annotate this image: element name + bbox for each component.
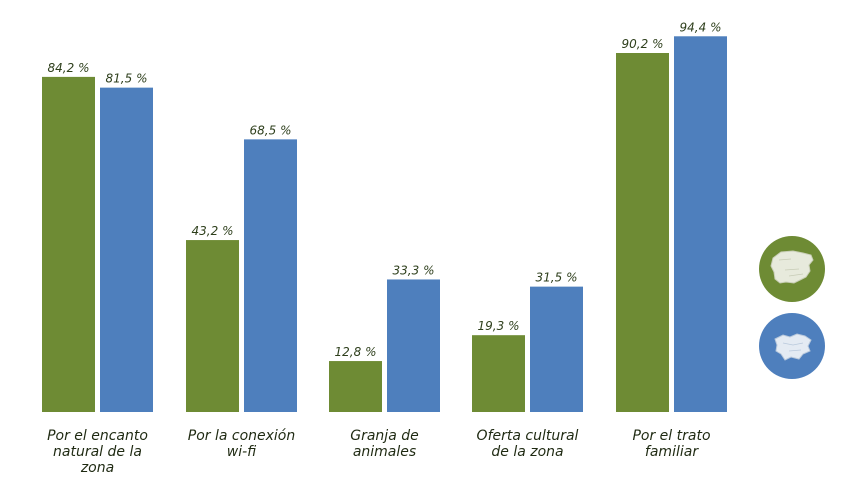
category-label-line: animales — [353, 444, 416, 460]
data-label: 94,4 % — [680, 20, 722, 34]
category-label-line: Por el trato — [632, 428, 710, 444]
bar-green-1 — [42, 76, 95, 412]
category-label-line: Por el encanto — [47, 428, 148, 444]
bar-blue-2 — [244, 139, 297, 412]
bar-blue-4 — [530, 286, 583, 412]
category-label: Por el trato familiar — [632, 428, 710, 460]
bar-green-3 — [329, 361, 382, 412]
category-label-line: de la zona — [491, 444, 563, 460]
data-label: 84,2 % — [48, 61, 90, 75]
bar-blue-3 — [387, 279, 440, 412]
data-label: 90,2 % — [622, 37, 664, 51]
data-label: 43,2 % — [192, 224, 234, 238]
category-label-line: Por la conexión — [188, 428, 296, 444]
category-label: Oferta cultural de la zona — [477, 428, 579, 460]
data-label: 19,3 % — [478, 319, 520, 333]
data-label: 31,5 % — [536, 271, 578, 285]
basque-country-map-icon — [774, 333, 812, 361]
data-label: 81,5 % — [106, 72, 148, 86]
bar-green-2 — [186, 240, 239, 412]
bar-blue-5 — [674, 36, 727, 413]
legend-basque-map — [759, 313, 825, 379]
category-label: Por la conexión wi-fi — [188, 428, 296, 460]
category-label: Granja de animales — [350, 428, 418, 460]
bar-green-5 — [616, 53, 669, 413]
category-label: Por el encanto natural de la zona — [47, 428, 148, 476]
spain-map-icon — [770, 250, 814, 284]
category-label-line: Oferta cultural — [477, 428, 579, 444]
data-label: 33,3 % — [393, 263, 435, 277]
legend-spain-map — [759, 236, 825, 302]
category-label-line: familiar — [645, 444, 699, 460]
category-label-line: wi-fi — [227, 444, 256, 460]
bar-blue-1 — [100, 87, 153, 412]
data-label: 12,8 % — [335, 345, 377, 359]
category-label-line: natural de la — [53, 444, 142, 460]
bar-green-4 — [472, 335, 525, 412]
category-label-line: Granja de — [350, 428, 418, 444]
data-label: 68,5 % — [250, 123, 292, 137]
category-label-line: zona — [80, 460, 114, 476]
